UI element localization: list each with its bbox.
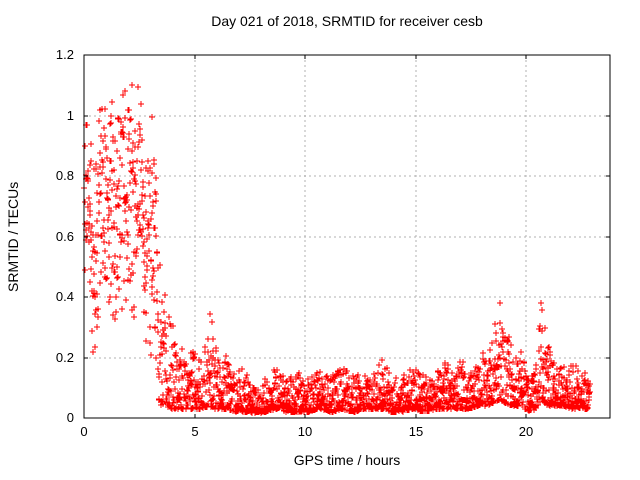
x-tick-label: 10 xyxy=(297,424,313,439)
plot-border xyxy=(83,54,611,419)
y-tick-label: 0.6 xyxy=(55,229,74,244)
x-axis-label: GPS time / hours xyxy=(293,452,401,468)
y-tick-label: 0 xyxy=(66,410,74,425)
x-tick-label: 0 xyxy=(80,424,88,439)
y-tick-label: 0.4 xyxy=(55,289,74,304)
y-tick-label: 0.8 xyxy=(55,168,74,183)
x-tick-label: 20 xyxy=(518,424,534,439)
x-tick-label: 15 xyxy=(408,424,424,439)
scatter-points xyxy=(81,82,593,416)
y-tick-label: 1 xyxy=(66,108,74,123)
chart-title: Day 021 of 2018, SRMTID for receiver ces… xyxy=(211,13,483,29)
y-tick-label: 0.2 xyxy=(55,350,74,365)
y-tick-label: 1.2 xyxy=(55,47,74,62)
x-tick-label: 5 xyxy=(191,424,199,439)
